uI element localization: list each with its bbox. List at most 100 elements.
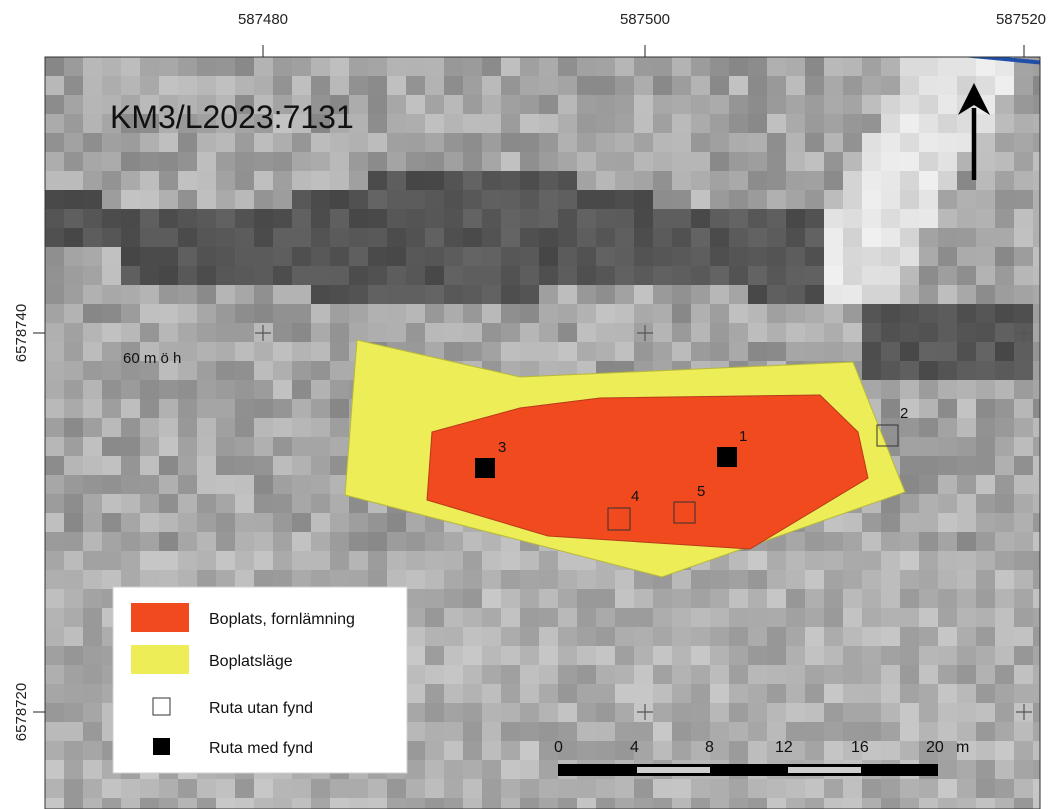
terrain-cell xyxy=(729,152,749,172)
terrain-cell xyxy=(330,437,350,457)
terrain-cell xyxy=(672,684,692,704)
terrain-cell xyxy=(672,190,692,210)
terrain-cell xyxy=(330,304,350,324)
terrain-cell xyxy=(45,608,65,628)
terrain-cell xyxy=(425,551,445,571)
terrain-cell xyxy=(406,228,426,248)
terrain-cell xyxy=(843,247,863,267)
terrain-cell xyxy=(273,513,293,533)
terrain-cell xyxy=(672,342,692,362)
legend-label-no-finds: Ruta utan fynd xyxy=(209,700,313,717)
terrain-cell xyxy=(919,152,939,172)
terrain-cell xyxy=(843,722,863,742)
terrain-cell xyxy=(311,418,331,438)
terrain-cell xyxy=(254,342,274,362)
terrain-cell xyxy=(995,114,1015,134)
terrain-cell xyxy=(254,798,274,809)
terrain-cell xyxy=(254,285,274,305)
terrain-cell xyxy=(805,627,825,647)
terrain-cell xyxy=(976,684,996,704)
terrain-cell xyxy=(273,114,293,134)
terrain-cell xyxy=(140,418,160,438)
terrain-cell xyxy=(1033,760,1040,780)
terrain-cell xyxy=(102,114,122,134)
terrain-cell xyxy=(957,703,977,723)
terrain-cell xyxy=(710,703,730,723)
terrain-cell xyxy=(45,475,65,495)
terrain-cell xyxy=(520,57,540,77)
terrain-cell xyxy=(881,665,901,685)
terrain-cell xyxy=(824,190,844,210)
terrain-cell xyxy=(197,247,217,267)
terrain-cell xyxy=(577,342,597,362)
north-arrow-icon xyxy=(958,83,990,180)
terrain-cell xyxy=(653,209,673,229)
terrain-cell xyxy=(805,114,825,134)
terrain-cell xyxy=(577,171,597,191)
terrain-cell xyxy=(539,152,559,172)
terrain-cell xyxy=(121,551,141,571)
terrain-cell xyxy=(45,399,65,419)
terrain-cell xyxy=(140,171,160,191)
terrain-cell xyxy=(121,779,141,799)
terrain-cell xyxy=(482,722,502,742)
terrain-cell xyxy=(900,266,920,286)
terrain-cell xyxy=(273,323,293,343)
terrain-cell xyxy=(653,627,673,647)
terrain-cell xyxy=(558,665,578,685)
terrain-cell xyxy=(767,627,787,647)
terrain-cell xyxy=(254,551,274,571)
terrain-cell xyxy=(539,247,559,267)
terrain-cell xyxy=(140,513,160,533)
terrain-cell xyxy=(159,532,179,552)
terrain-cell xyxy=(121,76,141,96)
terrain-cell xyxy=(1033,798,1040,809)
terrain-cell xyxy=(729,133,749,153)
terrain-cell xyxy=(216,57,236,77)
terrain-cell xyxy=(615,589,635,609)
terrain-cell xyxy=(482,741,502,761)
terrain-cell xyxy=(83,513,103,533)
terrain-cell xyxy=(824,722,844,742)
terrain-cell xyxy=(330,266,350,286)
terrain-cell xyxy=(862,285,882,305)
terrain-cell xyxy=(64,228,84,248)
terrain-cell xyxy=(824,589,844,609)
terrain-cell xyxy=(691,228,711,248)
terrain-cell xyxy=(596,703,616,723)
terrain-cell xyxy=(292,76,312,96)
terrain-cell xyxy=(45,361,65,381)
terrain-cell xyxy=(159,323,179,343)
terrain-cell xyxy=(121,133,141,153)
terrain-cell xyxy=(900,171,920,191)
terrain-cell xyxy=(292,798,312,809)
terrain-cell xyxy=(121,304,141,324)
terrain-cell xyxy=(862,133,882,153)
terrain-cell xyxy=(938,342,958,362)
terrain-cell xyxy=(596,798,616,809)
terrain-cell xyxy=(824,703,844,723)
terrain-cell xyxy=(615,190,635,210)
terrain-cell xyxy=(767,342,787,362)
terrain-cell xyxy=(957,608,977,628)
terrain-cell xyxy=(330,798,350,809)
terrain-cell xyxy=(406,684,426,704)
scale-label-4: 4 xyxy=(630,739,639,756)
terrain-cell xyxy=(520,646,540,666)
terrain-cell xyxy=(520,285,540,305)
terrain-cell xyxy=(710,171,730,191)
terrain-cell xyxy=(805,665,825,685)
terrain-cell xyxy=(976,798,996,809)
terrain-cell xyxy=(577,798,597,809)
terrain-cell xyxy=(805,570,825,590)
terrain-cell xyxy=(64,532,84,552)
terrain-cell xyxy=(919,627,939,647)
terrain-cell xyxy=(957,228,977,248)
terrain-cell xyxy=(292,171,312,191)
terrain-cell xyxy=(45,494,65,514)
terrain-cell xyxy=(463,665,483,685)
terrain-cell xyxy=(577,95,597,115)
legend-symbol-finds xyxy=(153,738,170,755)
terrain-cell xyxy=(45,779,65,799)
terrain-cell xyxy=(843,323,863,343)
